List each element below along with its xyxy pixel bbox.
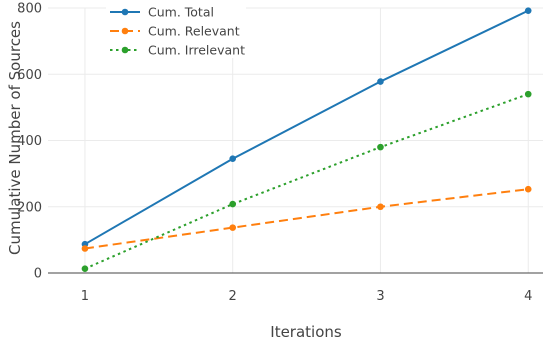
legend[interactable]: Cum. Total Cum. Relevant Cum. Irrelevant [106, 2, 246, 58]
data-point-1-3 [524, 185, 532, 193]
legend-item-2[interactable]: Cum. Irrelevant [110, 43, 245, 58]
data-point-2-0 [81, 265, 89, 272]
data-point-1-2 [377, 203, 384, 211]
y-tick-label-600: 600 [17, 68, 42, 83]
x-tick-label-2: 2 [229, 289, 237, 304]
data-point-2-3 [524, 90, 532, 98]
data-point-1-0 [81, 245, 89, 252]
legend-label-1: Cum. Relevant [148, 24, 240, 39]
series-line-2 [84, 93, 529, 270]
y-tick-label-0: 0 [34, 267, 42, 282]
legend-swatch-marker-1 [121, 27, 129, 35]
legend-label-0: Cum. Total [148, 5, 214, 20]
x-axis-title: Iterations [270, 323, 342, 341]
data-point-0-3 [524, 7, 532, 14]
legend-item-0[interactable]: Cum. Total [110, 5, 214, 20]
legend-swatch-marker-2 [121, 46, 129, 54]
series-cum-relevant [81, 185, 532, 252]
data-point-0-2 [377, 78, 384, 85]
data-point-2-2 [377, 143, 384, 151]
series-layer [81, 7, 532, 272]
x-tick-label-3: 3 [376, 289, 384, 304]
axis-layer: 1 2 3 4 0 200 400 600 800 [17, 2, 543, 304]
data-point-0-1 [229, 155, 237, 163]
y-tick-label-200: 200 [17, 200, 42, 215]
y-axis-title: Cumulative Number of Sources [6, 21, 24, 255]
x-tick-label-1: 1 [81, 289, 89, 304]
y-tick-label-400: 400 [17, 134, 42, 149]
legend-label-2: Cum. Irrelevant [148, 43, 245, 58]
series-cum-irrelevant [81, 90, 532, 272]
legend-item-1[interactable]: Cum. Relevant [110, 24, 240, 39]
series-line-1 [84, 188, 529, 250]
y-tick-label-800: 800 [17, 2, 42, 17]
data-point-2-1 [229, 200, 237, 208]
data-point-1-1 [229, 224, 237, 231]
x-tick-label-4: 4 [524, 289, 532, 304]
series-line-0 [84, 9, 529, 246]
legend-swatch-marker-0 [121, 8, 129, 16]
